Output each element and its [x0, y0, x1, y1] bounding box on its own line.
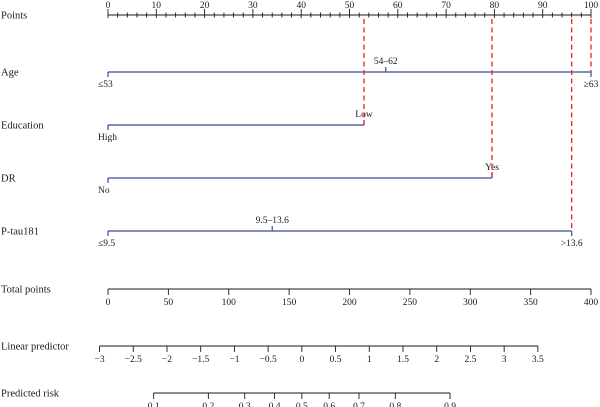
tick-label-lp: 2.5	[464, 355, 476, 365]
tick-label-points: 90	[538, 1, 548, 11]
tick-label-total: 150	[282, 298, 297, 308]
row-label-lp: Linear predictor	[1, 342, 69, 353]
level-label-education: High	[98, 133, 117, 143]
tick-label-risk: 0.7	[353, 402, 365, 407]
row-label-points: Points	[1, 11, 27, 22]
tick-label-points: 0	[106, 1, 111, 11]
tick-label-risk: 0.6	[323, 402, 335, 407]
tick-label-lp: −3	[94, 355, 104, 365]
level-label-age: ≥63	[584, 80, 599, 90]
row-label-risk: Predicted risk	[1, 389, 60, 400]
row-label-ptau: P-tau181	[1, 227, 39, 238]
tick-label-risk: 0.3	[239, 402, 251, 407]
tick-label-risk: 0.4	[269, 402, 281, 407]
row-label-total: Total points	[1, 285, 51, 296]
tick-label-lp: −2	[162, 355, 172, 365]
row-label-age: Age	[1, 68, 19, 79]
tick-label-total: 50	[164, 298, 174, 308]
tick-label-points: 100	[584, 1, 599, 11]
row-labels: Points Age Education DR P-tau181 Total points…	[1, 11, 69, 400]
tick-label-total: 250	[403, 298, 418, 308]
tick-label-total: 0	[106, 298, 111, 308]
tick-label-lp: −1.5	[192, 355, 209, 365]
tick-label-points: 70	[441, 1, 451, 11]
level-label-ptau: ≤9.5	[98, 239, 115, 249]
tick-label-total: 350	[524, 298, 539, 308]
tick-label-points: 20	[200, 1, 210, 11]
tick-label-risk: 0.1	[148, 402, 160, 407]
row-label-dr: DR	[1, 174, 16, 185]
tick-label-risk: 0.8	[389, 402, 401, 407]
level-label-dr: No	[98, 186, 110, 196]
level-label-age: ≤53	[98, 80, 113, 90]
tick-label-lp: 3.5	[532, 355, 544, 365]
tick-label-points: 50	[345, 1, 355, 11]
tick-label-points: 80	[490, 1, 500, 11]
tick-label-risk: 0.5	[296, 402, 308, 407]
tick-label-total: 100	[222, 298, 237, 308]
tick-label-total: 300	[463, 298, 478, 308]
level-label-age: 54–62	[374, 57, 398, 67]
tick-label-total: 400	[584, 298, 599, 308]
tick-label-lp: −2.5	[125, 355, 142, 365]
tick-label-lp: 1	[367, 355, 372, 365]
level-label-ptau: >13.6	[561, 239, 583, 249]
tick-label-lp: 1.5	[397, 355, 409, 365]
tick-label-points: 40	[296, 1, 306, 11]
tick-label-points: 30	[248, 1, 258, 11]
tick-label-lp: −0.5	[260, 355, 277, 365]
tick-label-points: 10	[152, 1, 162, 11]
level-label-ptau: 9.5–13.6	[256, 216, 290, 226]
tick-label-lp: −1	[229, 355, 239, 365]
tick-label-risk: 0.2	[202, 402, 214, 407]
tick-label-total: 200	[342, 298, 357, 308]
tick-label-lp: 3	[502, 355, 507, 365]
tick-label-lp: 0.5	[330, 355, 342, 365]
tick-label-risk: 0.9	[444, 402, 456, 407]
reference-lines	[363, 19, 592, 231]
tick-label-lp: 0	[299, 355, 304, 365]
tick-label-lp: 2	[434, 355, 439, 365]
row-label-education: Education	[1, 121, 44, 132]
tick-label-points: 60	[393, 1, 403, 11]
